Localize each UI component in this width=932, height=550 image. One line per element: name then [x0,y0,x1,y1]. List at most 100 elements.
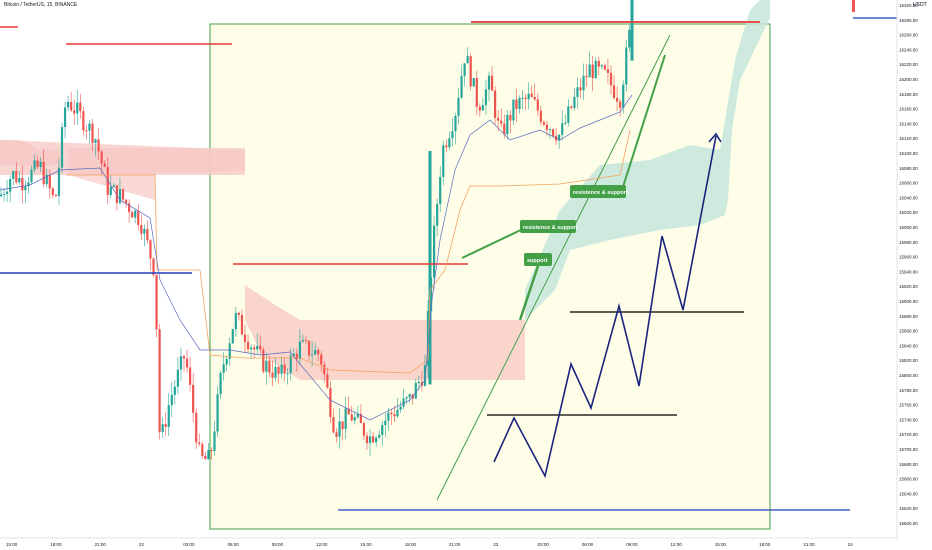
candle-body [332,417,335,433]
candle [280,356,283,379]
price-tick-label: 15640.00 [899,491,918,496]
candle [137,204,140,231]
candle-body [234,313,237,330]
highlight-box [209,23,771,530]
candle [225,356,228,371]
candle-body [359,413,362,424]
breakout-candle [428,151,432,385]
candle-body [112,185,115,188]
price-tick-label: 15920.00 [899,284,918,289]
candle [173,379,176,405]
candle-body [597,60,600,67]
candle [201,441,204,459]
candle [103,159,106,168]
candle [0,186,3,198]
candle-body [2,193,6,195]
candle-body [545,124,549,130]
candle-body [70,101,73,111]
candle [326,367,329,390]
candle-body [222,364,225,373]
time-tick-label: 18:00 [759,542,771,547]
candle-body [487,75,491,90]
candle-body [439,176,442,204]
candle [338,408,341,449]
time-tick-label: 06:00 [228,542,240,547]
time-tick-label: 15:00 [360,542,372,547]
candle-body [109,187,112,195]
annotation-tag-label: resistence & support [523,225,578,231]
time-tick-label: 23 [493,542,499,547]
candle-body [506,115,509,135]
candle-body [48,174,51,189]
candle [329,381,332,424]
candle [359,404,362,424]
candle-body [588,64,591,78]
candle-body [542,122,545,125]
candle-body [207,450,210,460]
candle [9,175,12,203]
price-tick-label: 16080.00 [899,166,918,171]
projection-zigzag [493,135,717,479]
candle [445,139,448,153]
candle-body [335,432,338,437]
candle-body [533,96,536,100]
candle-body [338,421,341,437]
annotation-tag: support [524,253,552,266]
candle-body [536,99,539,111]
candle-body [173,386,176,395]
candle-body [469,56,472,87]
time-tick-label: 12:00 [671,542,683,547]
candle [234,306,237,337]
candle [243,324,247,354]
candle [542,119,545,127]
candles-layer [0,0,855,461]
candle-body [85,130,88,132]
candle-body [301,340,305,342]
candle [469,53,472,91]
candle-body [619,101,622,108]
candle [277,365,280,384]
candle [207,443,210,460]
candle-body [582,75,585,91]
candle-body [115,185,118,204]
candle-body [314,350,317,355]
candle [350,406,353,422]
candle-body [210,450,213,452]
candle [198,433,201,447]
candle-body [466,56,469,64]
price-tick-label: 15980.00 [899,240,918,245]
candle-body [353,417,356,421]
candle [545,120,549,137]
candle-body [405,397,408,399]
candle-body [259,345,262,350]
candle [268,355,271,378]
candle-body [579,87,582,91]
candle-body [246,341,250,350]
candle [311,341,314,367]
candle-body [384,420,387,426]
candle-body [21,177,24,191]
candle [628,24,631,52]
candle [585,63,588,88]
candle-body [134,210,137,218]
candle [182,355,186,372]
candle-body [146,229,149,241]
candle [298,329,301,366]
candle-body [152,258,155,275]
candle [271,360,274,387]
candle [6,179,9,202]
candle-body [155,274,158,330]
candle [195,407,198,449]
candle [253,344,256,358]
candle-body [341,421,344,429]
drawings-layer: resistence & support resistence & support… [0,17,897,511]
candle-body [167,405,170,427]
candle-body [27,182,30,187]
candle [512,99,515,125]
price-tick-label: 16200.00 [899,77,918,82]
annotation-tag-label: support [527,258,548,264]
candle [381,420,384,446]
price-tick-label: 15840.00 [899,343,918,348]
candle-body [423,365,427,386]
